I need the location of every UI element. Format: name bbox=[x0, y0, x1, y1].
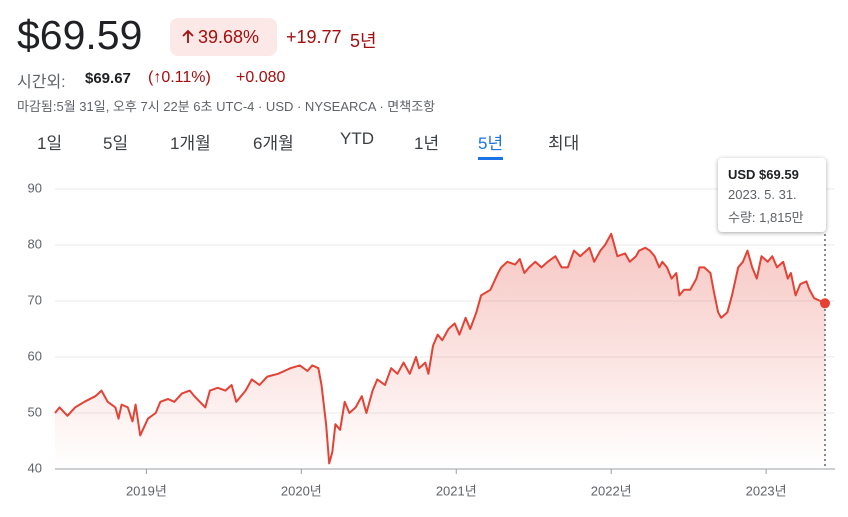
range-tab[interactable]: YTD bbox=[340, 129, 374, 148]
y-tick-label: 90 bbox=[28, 180, 42, 195]
change-percent: 39.68% bbox=[198, 27, 260, 47]
after-hours-label: 시간외: bbox=[17, 74, 66, 91]
market-info: 마감됨:5월 31일, 오후 7시 22분 6초 UTC-4 · USD · N… bbox=[17, 96, 435, 115]
x-tick-label: 2021년 bbox=[436, 483, 477, 498]
tooltip bbox=[718, 158, 826, 232]
after-hours-change-percent: (↑0.11%) bbox=[148, 69, 211, 86]
range-tab[interactable]: 1년 bbox=[414, 134, 440, 153]
x-tick-label: 2022년 bbox=[591, 483, 632, 498]
tooltip-volume: 수량: 1,815만 bbox=[728, 210, 804, 225]
disclaimer-link[interactable]: 면책조항 bbox=[387, 99, 436, 114]
tooltip-price: USD $69.59 bbox=[728, 167, 799, 182]
up-arrow bbox=[182, 29, 194, 43]
x-tick-label: 2020년 bbox=[281, 483, 322, 498]
hover-point bbox=[820, 298, 830, 309]
tooltip-date: 2023. 5. 31. bbox=[728, 187, 797, 202]
range-tab[interactable]: 최대 bbox=[548, 134, 580, 153]
range-tab[interactable]: 1일 bbox=[37, 134, 63, 153]
x-tick-label: 2019년 bbox=[126, 483, 167, 498]
after-hours-price: $69.67 bbox=[85, 70, 131, 87]
y-tick-label: 40 bbox=[28, 460, 42, 475]
market-status: 마감됨:5월 31일, 오후 7시 22분 6초 UTC-4 · USD · N… bbox=[17, 99, 388, 114]
range-tab[interactable]: 5년 bbox=[478, 129, 504, 160]
after-hours-change-amount: +0.080 bbox=[236, 69, 286, 86]
change-period: 5년 bbox=[350, 31, 377, 51]
price-area bbox=[55, 233, 825, 469]
range-tab[interactable]: 6개월 bbox=[253, 134, 294, 153]
price: $69.59 bbox=[17, 12, 143, 58]
price-line bbox=[54, 232, 826, 465]
range-tab[interactable]: 1개월 bbox=[170, 134, 211, 153]
change-amount: +19.77 bbox=[286, 27, 342, 47]
y-tick-label: 50 bbox=[28, 404, 42, 419]
y-tick-label: 60 bbox=[28, 348, 42, 363]
x-tick-label: 2023년 bbox=[746, 483, 787, 498]
y-tick-label: 80 bbox=[28, 236, 42, 251]
range-tab[interactable]: 5일 bbox=[103, 134, 129, 153]
y-tick-label: 70 bbox=[28, 292, 42, 307]
